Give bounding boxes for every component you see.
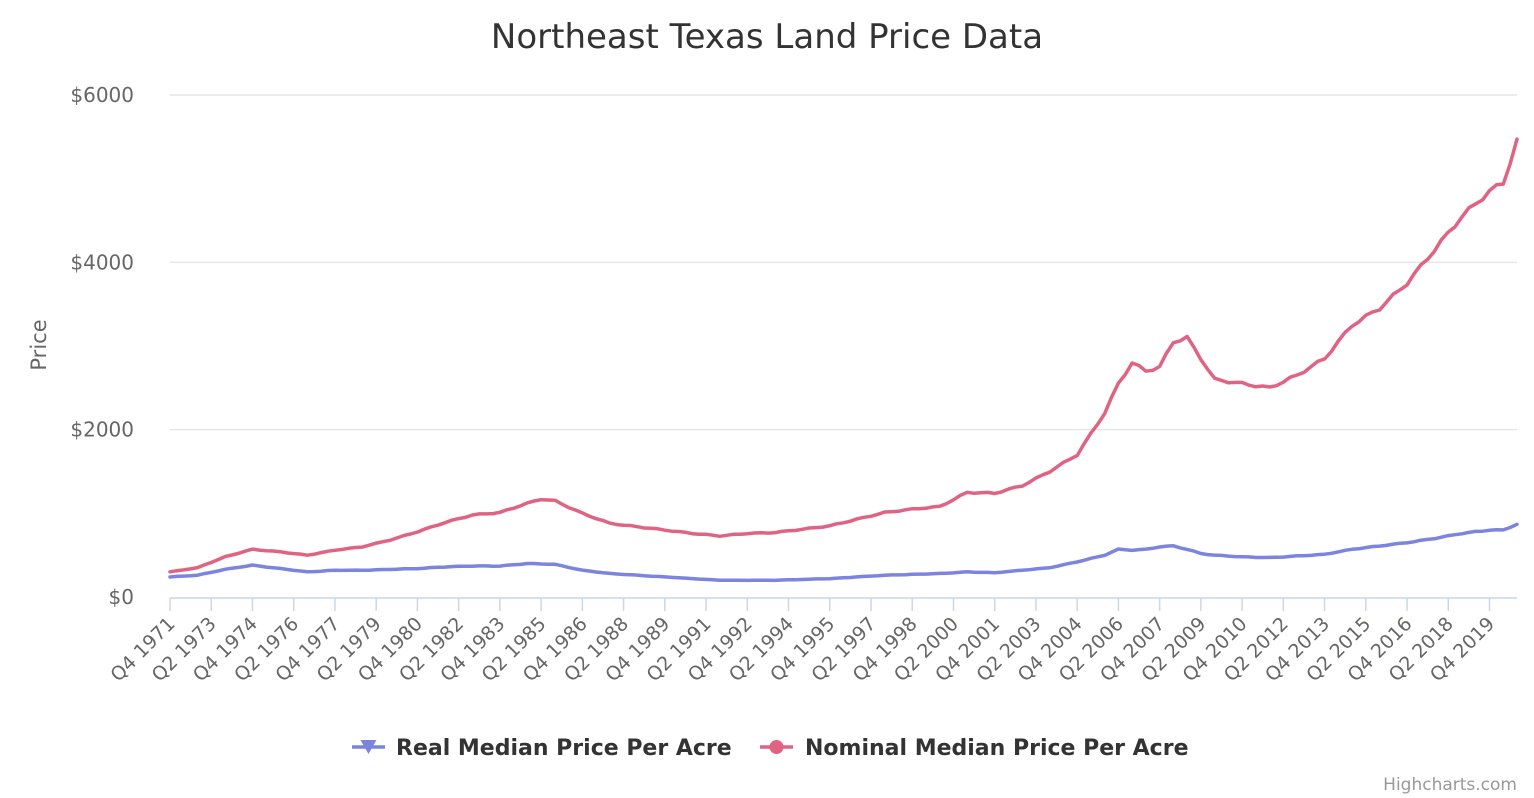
series-lines[interactable]	[168, 137, 1519, 583]
legend-marker	[769, 740, 784, 754]
legend-item[interactable]: Real Median Price Per Acre	[352, 736, 732, 761]
chart-title: Northeast Texas Land Price Data	[491, 17, 1043, 57]
y-axis-ticks: $0 $2000 $4000 $6000	[70, 83, 134, 609]
legend-item[interactable]: Nominal Median Price Per Acre	[760, 736, 1189, 761]
legend-marker	[360, 740, 377, 754]
legend-label: Real Median Price Per Acre	[396, 736, 732, 761]
y-tick-label: $2000	[70, 418, 134, 442]
y-tick-label: $4000	[70, 250, 134, 274]
legend-label: Nominal Median Price Per Acre	[805, 736, 1189, 761]
series-line[interactable]	[168, 522, 1519, 583]
y-tick-label: $0	[109, 585, 134, 609]
gridlines	[170, 94, 1517, 431]
credits-link[interactable]: Highcharts.com	[1383, 775, 1517, 795]
y-axis-label: Price	[27, 319, 51, 370]
series-line[interactable]	[168, 137, 1519, 574]
legend[interactable]: Real Median Price Per Acre Nominal Median…	[352, 736, 1189, 761]
y-tick-label: $6000	[70, 83, 134, 107]
